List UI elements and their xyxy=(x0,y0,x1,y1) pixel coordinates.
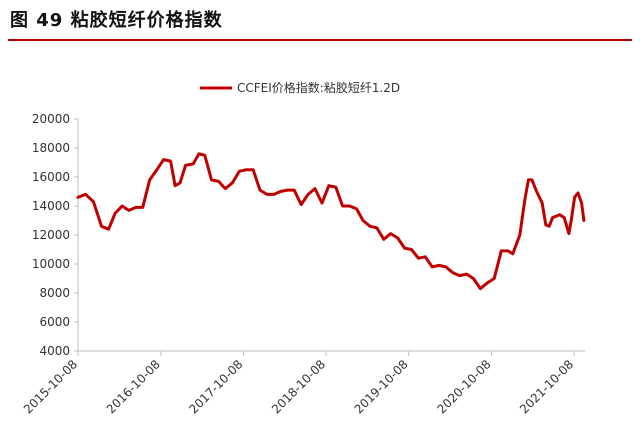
figure-title: 图 49 粘胶短纤价格指数 xyxy=(10,10,223,31)
y-tick-label: 6000 xyxy=(39,315,70,329)
x-tick-label: 2015-10-08 xyxy=(21,357,80,416)
axes xyxy=(77,119,585,352)
y-tick-label: 4000 xyxy=(39,344,70,358)
title-rule xyxy=(8,39,632,41)
x-axis-ticks: 2015-10-08 2016-10-08 2017-10-08 2018-10-08… xyxy=(21,351,576,416)
legend: CCFEI价格指数:粘胶短纤1.2D xyxy=(200,80,400,95)
y-tick-label: 8000 xyxy=(39,286,70,300)
y-tick-label: 20000 xyxy=(32,112,70,126)
series-line xyxy=(76,152,586,291)
series-group xyxy=(76,152,586,291)
y-tick-label: 10000 xyxy=(32,257,70,271)
y-tick-label: 14000 xyxy=(32,199,70,213)
y-tick-label: 16000 xyxy=(32,170,70,184)
y-tick-label: 18000 xyxy=(32,141,70,155)
y-axis-ticks: 4000 6000 8000 10000 12000 14000 16000 18000 200… xyxy=(32,112,78,358)
x-tick-label: 2016-10-08 xyxy=(104,357,163,416)
y-tick-label: 12000 xyxy=(32,228,70,242)
legend-label: CCFEI价格指数:粘胶短纤1.2D xyxy=(237,80,400,95)
x-tick-label: 2020-10-08 xyxy=(434,357,493,416)
x-tick-label: 2018-10-08 xyxy=(269,357,328,416)
x-tick-label: 2021-10-08 xyxy=(517,357,576,416)
x-tick-label: 2017-10-08 xyxy=(186,357,245,416)
x-tick-label: 2019-10-08 xyxy=(352,357,411,416)
